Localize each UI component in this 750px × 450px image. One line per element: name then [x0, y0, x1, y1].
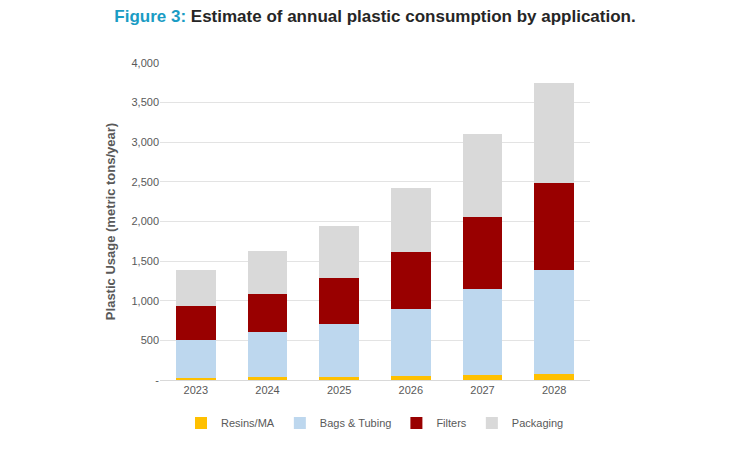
svg-text:2023: 2023	[184, 384, 208, 396]
svg-text:500: 500	[141, 334, 159, 346]
svg-text:4,000: 4,000	[131, 57, 159, 69]
svg-text:2027: 2027	[470, 384, 494, 396]
svg-text:Packaging: Packaging	[512, 417, 563, 429]
svg-text:2,000: 2,000	[131, 215, 159, 227]
svg-text:3,500: 3,500	[131, 96, 159, 108]
svg-text:Filters: Filters	[436, 417, 466, 429]
svg-text:2028: 2028	[542, 384, 566, 396]
svg-text:1,500: 1,500	[131, 255, 159, 267]
svg-text:Resins/MA: Resins/MA	[221, 417, 275, 429]
svg-text:3,000: 3,000	[131, 136, 159, 148]
svg-text:2026: 2026	[399, 384, 423, 396]
svg-text:2,500: 2,500	[131, 176, 159, 188]
svg-text:Plastic Usage (metric tons/yea: Plastic Usage (metric tons/year)	[103, 123, 118, 320]
svg-text:Bags & Tubing: Bags & Tubing	[320, 417, 392, 429]
svg-text:-: -	[155, 374, 159, 386]
svg-text:1,000: 1,000	[131, 295, 159, 307]
svg-text:2024: 2024	[255, 384, 279, 396]
svg-text:2025: 2025	[327, 384, 351, 396]
svg-text:Figure 3: Estimate of annual p: Figure 3: Estimate of annual plastic con…	[114, 7, 635, 26]
